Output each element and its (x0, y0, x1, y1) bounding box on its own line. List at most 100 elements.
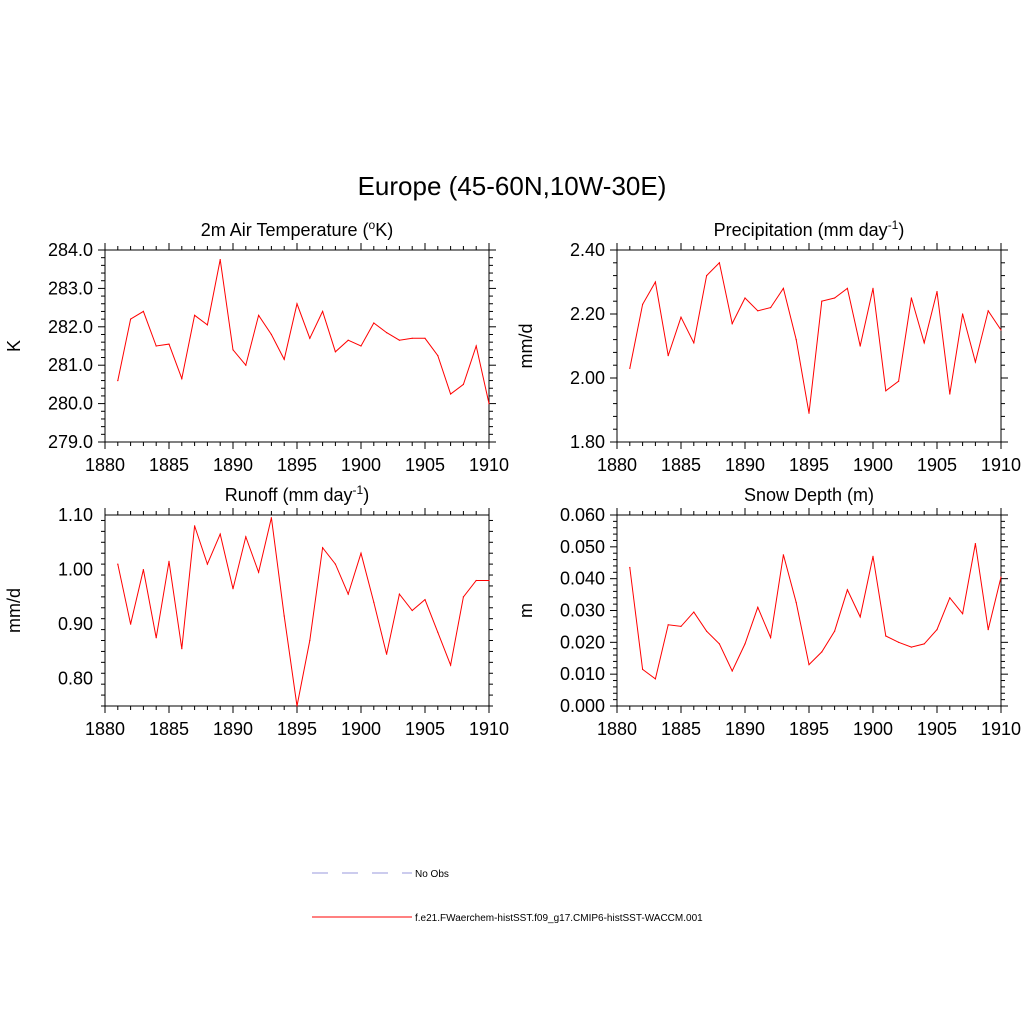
data-point (872, 287, 874, 289)
data-point (718, 262, 721, 264)
data-point (232, 588, 234, 590)
data-point (744, 297, 746, 299)
data-point (232, 349, 234, 351)
data-point (629, 566, 631, 569)
y-axis-label: mm/d (516, 324, 536, 369)
data-point (181, 378, 183, 380)
data-point (987, 629, 989, 631)
data-point (130, 318, 132, 320)
x-tick-label: 1905 (917, 719, 957, 739)
data-point (309, 337, 311, 339)
data-point (258, 314, 260, 316)
data-point (488, 579, 490, 582)
data-point (1000, 329, 1002, 331)
data-point (270, 517, 272, 519)
data-point (667, 624, 669, 626)
data-point (155, 637, 157, 639)
data-point (757, 606, 759, 608)
data-point (437, 631, 439, 633)
data-point (654, 281, 657, 283)
y-tick-label: 2.40 (570, 240, 605, 260)
data-point (219, 259, 221, 261)
data-point (923, 643, 925, 645)
y-axis-label: mm/d (4, 588, 24, 633)
data-point (347, 339, 349, 341)
data-point (706, 275, 708, 277)
data-point (347, 593, 349, 595)
data-point (411, 609, 413, 612)
x-tick-label: 1895 (277, 719, 317, 739)
data-point (398, 339, 400, 341)
data-point (475, 579, 477, 582)
panel-3: Runoff (mm day-1) mm/d 1880 1885 1890 1895 190… (4, 483, 509, 739)
data-point (206, 563, 208, 565)
data-point (309, 639, 311, 642)
data-point (795, 339, 797, 341)
data-point (424, 337, 426, 339)
data-point (936, 291, 938, 293)
y-tick-label: 1.00 (58, 560, 93, 580)
data-point (949, 393, 951, 395)
data-point (974, 543, 977, 545)
data-point (642, 303, 644, 305)
data-point (974, 361, 977, 363)
data-point (334, 563, 336, 565)
data-point (142, 310, 144, 312)
data-point (898, 641, 900, 643)
data-point (770, 637, 772, 639)
legend: No Obs f.e21.FWaerchem-histSST.f09_g17.C… (312, 869, 703, 924)
data-point (834, 630, 836, 632)
data-point (795, 601, 797, 604)
data-point (411, 337, 413, 339)
y-tick-label: 0.030 (560, 601, 605, 621)
data-point (808, 664, 810, 666)
data-point (859, 345, 861, 347)
data-point (168, 560, 170, 563)
data-point (642, 668, 644, 671)
x-tick-label: 1910 (469, 455, 509, 475)
data-point (629, 367, 631, 369)
data-point (462, 383, 464, 385)
x-tick-label: 1910 (469, 719, 509, 739)
series-line (629, 543, 1002, 680)
panel-title: Precipitation (mm day-1) (714, 218, 905, 240)
x-tick-label: 1905 (405, 455, 445, 475)
data-point (962, 613, 964, 615)
y-tick-label: 0.020 (560, 632, 605, 652)
data-point (680, 625, 682, 628)
y-tick-label: 1.10 (58, 505, 93, 525)
x-tick-label: 1910 (981, 455, 1021, 475)
data-point (923, 342, 925, 344)
panel-4: Snow Depth (m) m 1880 1885 1890 1895 1900 1905 1… (516, 485, 1021, 739)
y-tick-label: 0.060 (560, 505, 605, 525)
data-point (744, 643, 746, 645)
y-tick-label: 0.90 (58, 614, 93, 634)
data-point (424, 599, 426, 601)
y-tick-label: 280.0 (48, 394, 93, 414)
x-tick-label: 1890 (725, 719, 765, 739)
y-tick-label: 1.80 (570, 432, 605, 452)
data-point (910, 646, 913, 648)
panels: 2m Air Temperature (oK) K 1880 1885 1890 1895… (4, 218, 1021, 739)
data-point (258, 571, 260, 573)
data-point (270, 333, 272, 336)
data-point (667, 355, 669, 357)
y-axis-label: K (4, 340, 24, 352)
data-point (450, 664, 452, 666)
y-tick-label: 0.000 (560, 696, 605, 716)
data-point (373, 322, 375, 324)
plot-frame (616, 514, 1002, 707)
x-tick-label: 1880 (85, 455, 125, 475)
data-point (245, 364, 247, 366)
data-point (706, 630, 708, 632)
data-point (782, 554, 785, 556)
x-tick-label: 1890 (213, 455, 253, 475)
y-tick-label: 2.00 (570, 368, 605, 388)
x-tick-label: 1895 (789, 455, 829, 475)
y-tick-label: 284.0 (48, 240, 93, 260)
y-tick-label: 0.050 (560, 537, 605, 557)
y-tick-label: 2.20 (570, 304, 605, 324)
data-point (834, 297, 836, 299)
x-tick-label: 1885 (661, 455, 701, 475)
